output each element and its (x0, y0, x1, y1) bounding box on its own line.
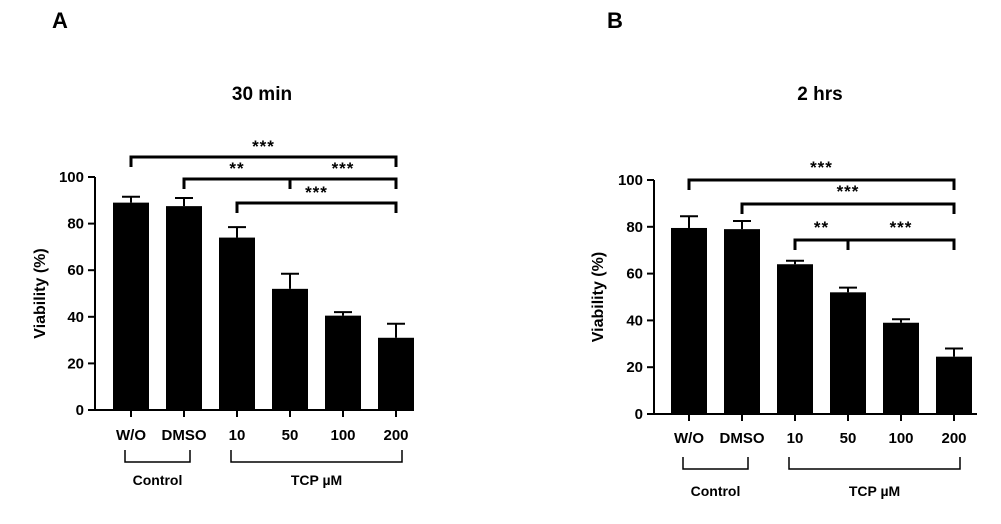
significance-stars: *** (810, 158, 833, 177)
x-tick-label: W/O (116, 427, 146, 444)
x-tick-label: 50 (840, 430, 857, 447)
y-tick-label: 100 (618, 172, 643, 189)
significance-stars: *** (332, 159, 355, 178)
bar (671, 227, 707, 414)
y-tick-label: 20 (67, 355, 84, 372)
bar (219, 237, 255, 410)
y-tick-label: 60 (67, 262, 84, 279)
x-tick-label: DMSO (162, 427, 207, 444)
significance-stars: ** (229, 159, 244, 178)
significance-bracket (793, 238, 956, 250)
panel-b: B 2 hrs Viability (%) 0 20 40 60 80 100 W/O DMSO 10… (590, 8, 977, 499)
x-tick-label: DMSO (720, 430, 765, 447)
group-label: Control (133, 472, 183, 488)
group-label: TCP µM (291, 472, 342, 488)
significance-bracket (129, 155, 398, 167)
panel-letter: A (52, 8, 68, 33)
bar (378, 337, 414, 410)
y-tick-label: 80 (67, 216, 84, 233)
bar (325, 315, 361, 410)
y-tick-label: 40 (626, 312, 643, 329)
y-tick-label: 0 (635, 406, 643, 423)
x-tick-label: W/O (674, 430, 704, 447)
group-bracket (788, 457, 961, 470)
significance-stars: *** (837, 182, 860, 201)
significance-bracket (740, 202, 956, 214)
x-tick-label: 10 (229, 427, 246, 444)
group-label: Control (691, 483, 741, 499)
x-tick-label: 100 (888, 430, 913, 447)
significance-stars: *** (252, 137, 275, 156)
y-axis-label: Viability (%) (590, 252, 607, 342)
chart-title: 2 hrs (797, 84, 842, 105)
group-bracket (682, 457, 749, 470)
y-axis-label: Viability (%) (32, 248, 49, 338)
y-tick-label: 0 (76, 402, 84, 419)
bar (883, 322, 919, 414)
significance-bracket (687, 178, 956, 190)
x-tick-label: 10 (787, 430, 804, 447)
y-tick-label: 80 (626, 219, 643, 236)
chart-title: 30 min (232, 84, 292, 105)
significance-stars: *** (305, 183, 328, 202)
bar (830, 292, 866, 414)
y-tick-label: 20 (626, 359, 643, 376)
y-tick-label: 40 (67, 309, 84, 326)
panel-letter: B (607, 8, 623, 33)
group-label: TCP µM (849, 483, 900, 499)
panel-a: A 30 min Viability (%) 0 20 40 60 80 100 W/O DMSO 1… (32, 8, 414, 488)
significance-stars: *** (890, 218, 913, 237)
group-bracket (124, 450, 191, 463)
bar (113, 202, 149, 410)
y-tick-label: 60 (626, 266, 643, 283)
significance-stars: ** (814, 218, 829, 237)
y-tick-label: 100 (59, 169, 84, 186)
x-tick-label: 100 (330, 427, 355, 444)
group-bracket (230, 450, 403, 463)
x-tick-label: 200 (383, 427, 408, 444)
x-tick-label: 50 (282, 427, 299, 444)
bar (724, 229, 760, 414)
significance-bracket (235, 201, 398, 213)
bar (166, 206, 202, 410)
bar (936, 356, 972, 414)
x-tick-label: 200 (941, 430, 966, 447)
bar (272, 288, 308, 410)
bar (777, 264, 813, 414)
